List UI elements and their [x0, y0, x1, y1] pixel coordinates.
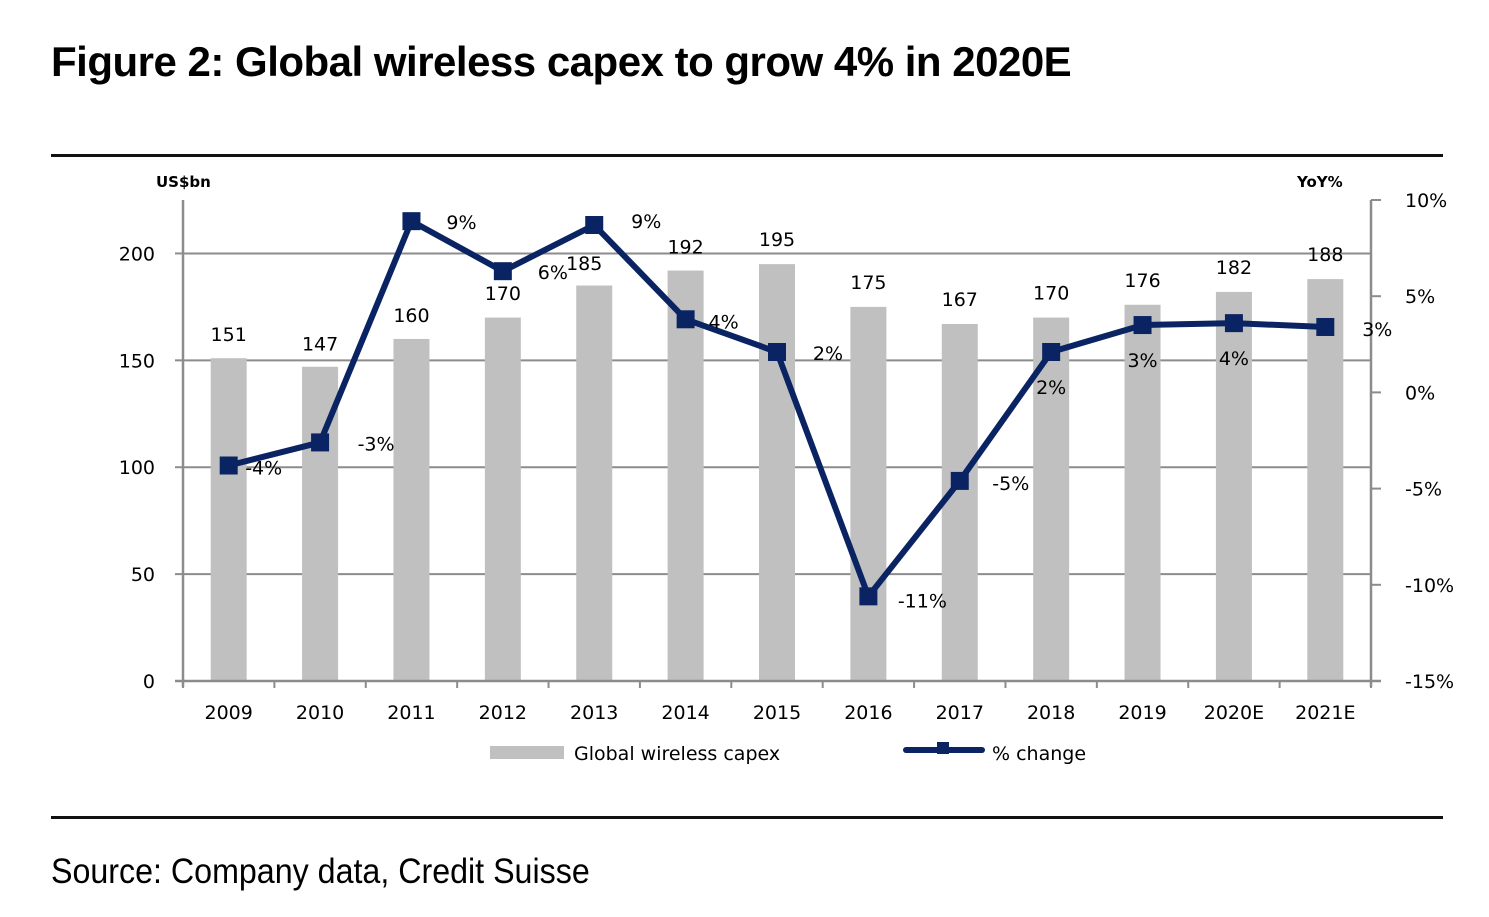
- line-value-label: 2%: [1036, 377, 1066, 399]
- x-tick-label: 2012: [479, 702, 527, 724]
- bar-2014: [667, 270, 704, 681]
- marker-2009: [219, 456, 238, 475]
- line-value-label: -11%: [898, 590, 947, 612]
- bar-value-label: 170: [1033, 283, 1069, 305]
- bar-2012: [484, 317, 521, 681]
- bar-value-label: 175: [850, 272, 886, 294]
- bar-2019: [1124, 304, 1161, 681]
- marker-2018: [1042, 342, 1061, 361]
- marker-2014: [676, 310, 695, 329]
- bar-value-label: 151: [211, 324, 247, 346]
- left-tick-label: 100: [119, 457, 155, 479]
- bar-value-label: 185: [566, 253, 602, 275]
- line-value-label: -4%: [245, 458, 282, 480]
- marker-2020E: [1224, 314, 1243, 333]
- right-tick-label: 10%: [1405, 190, 1447, 212]
- right-tick-label: 5%: [1405, 286, 1435, 308]
- bar-value-label: 170: [485, 283, 521, 305]
- line-series: [219, 212, 1335, 606]
- x-tick-label: 2010: [296, 702, 344, 724]
- line-value-label: -3%: [358, 433, 395, 455]
- x-tick-label: 2009: [205, 702, 253, 724]
- right-axis-label: YoY%: [1296, 173, 1343, 191]
- line-value-label: 2%: [813, 343, 843, 365]
- x-tick-label: 2017: [936, 702, 984, 724]
- left-axis-label: US$bn: [156, 173, 211, 191]
- bar-2021E: [1307, 279, 1344, 681]
- bar-value-label: 176: [1124, 270, 1160, 292]
- line-value-label: -5%: [992, 473, 1029, 495]
- x-tick-label: 2021E: [1295, 702, 1355, 724]
- axes: 0 50 100 150 200 -15% -10% -5% 0% 5% 10% 2009 2010 20…: [119, 190, 1454, 724]
- left-tick-label: 50: [131, 564, 155, 586]
- left-tick-label: 150: [119, 350, 155, 372]
- right-tick-label: -15%: [1405, 671, 1454, 693]
- bar-2016: [850, 306, 887, 681]
- right-tick-label: -5%: [1405, 479, 1442, 501]
- bar-value-label: 195: [759, 229, 795, 251]
- legend-label-line: % change: [992, 743, 1086, 765]
- legend-swatch-bars: [490, 746, 564, 759]
- marker-2021E: [1316, 317, 1335, 336]
- bar-2011: [393, 338, 430, 681]
- bar-value-label: 160: [393, 305, 429, 327]
- bar-2015: [759, 264, 795, 681]
- line-value-label: 6%: [538, 262, 568, 284]
- marker-2016: [859, 587, 878, 606]
- bar-value-label: 147: [302, 334, 338, 356]
- bar-2017: [941, 323, 978, 681]
- bar-value-label: 182: [1216, 257, 1252, 279]
- line-value-label: 3%: [1362, 319, 1392, 341]
- bar-2020E: [1215, 291, 1252, 681]
- line-value-label: 4%: [709, 311, 739, 333]
- source-note: Source: Company data, Credit Suisse: [51, 852, 590, 891]
- figure-title: Figure 2: Global wireless capex to grow …: [51, 38, 1072, 85]
- legend: Global wireless capex % change: [490, 742, 1086, 765]
- right-tick-label: -10%: [1405, 575, 1454, 597]
- x-tick-label: 2015: [753, 702, 801, 724]
- bar-2013: [576, 285, 613, 681]
- left-tick-label: 200: [119, 243, 155, 265]
- bar-value-label: 188: [1307, 244, 1343, 266]
- legend-marker-swatch: [937, 742, 949, 754]
- x-tick-label: 2018: [1027, 702, 1075, 724]
- x-tick-label: 2013: [570, 702, 618, 724]
- x-tick-label: 2016: [844, 702, 892, 724]
- bar-2018: [1033, 317, 1070, 681]
- x-tick-label: 2020E: [1204, 702, 1264, 724]
- data-labels: 151 147 160 170 185 192 195 175 167 170 176 182 188 -…: [211, 211, 1393, 612]
- line-value-label: 3%: [1127, 350, 1157, 372]
- bottom-divider: [51, 816, 1443, 819]
- bar-value-label: 192: [667, 237, 703, 259]
- marker-2017: [950, 471, 969, 490]
- x-tick-label: 2011: [387, 702, 435, 724]
- marker-2010: [311, 433, 330, 452]
- left-tick-label: 0: [143, 671, 155, 693]
- right-tick-label: 0%: [1405, 382, 1435, 404]
- line-value-label: 9%: [631, 211, 661, 233]
- bar-2009: [210, 358, 247, 681]
- marker-2012: [493, 262, 512, 281]
- marker-2019: [1133, 316, 1152, 335]
- marker-2011: [402, 212, 421, 231]
- legend-label-bars: Global wireless capex: [574, 743, 780, 765]
- x-tick-label: 2019: [1118, 702, 1166, 724]
- x-tick-label: 2014: [661, 702, 709, 724]
- bar-value-label: 167: [942, 289, 978, 311]
- line-value-label: 9%: [446, 212, 476, 234]
- marker-2015: [768, 342, 786, 361]
- top-divider: [51, 154, 1443, 157]
- line-value-label: 4%: [1219, 348, 1249, 370]
- marker-2013: [585, 216, 604, 235]
